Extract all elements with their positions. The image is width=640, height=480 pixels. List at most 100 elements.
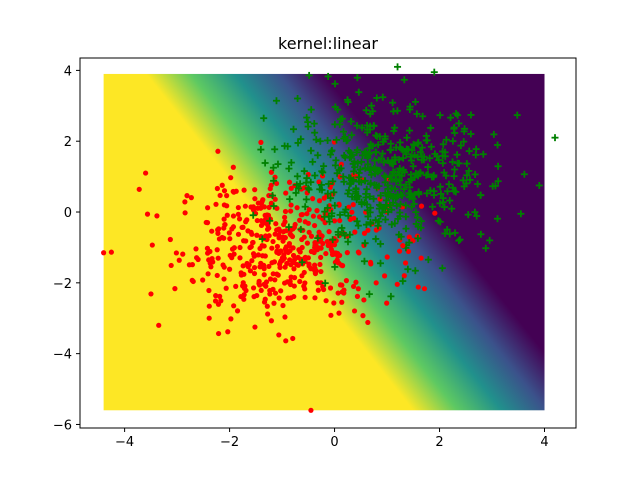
green-plus-point	[419, 112, 427, 120]
green-plus-point	[399, 277, 407, 285]
green-plus-point	[394, 215, 402, 223]
green-plus-point	[340, 135, 348, 143]
red-point	[421, 286, 428, 292]
red-point	[274, 205, 280, 211]
green-plus-point	[381, 216, 389, 224]
green-plus-point	[465, 147, 473, 155]
green-plus-point	[335, 166, 343, 174]
red-point	[168, 262, 174, 269]
green-plus-point	[391, 153, 399, 161]
green-plus-point	[376, 133, 384, 141]
red-point	[215, 330, 222, 337]
red-point	[316, 229, 322, 235]
green-plus-point	[411, 151, 419, 159]
green-plus-point	[359, 151, 367, 159]
red-point	[311, 222, 318, 229]
red-point	[236, 216, 243, 222]
green-plus-point	[380, 158, 388, 166]
green-plus-point	[332, 136, 340, 144]
green-plus-point	[414, 234, 422, 242]
green-plus-point	[455, 119, 463, 127]
green-plus-point	[381, 178, 389, 186]
green-plus-point	[363, 185, 371, 193]
green-plus-point	[449, 158, 457, 166]
green-plus-point	[389, 160, 397, 168]
red-point	[368, 261, 374, 267]
green-plus-point	[397, 200, 405, 208]
green-plus-point	[471, 170, 479, 178]
red-point	[216, 236, 223, 242]
green-plus-point	[358, 124, 366, 132]
red-point	[308, 407, 314, 413]
green-plus-point	[332, 156, 340, 164]
green-plus-point	[366, 192, 374, 200]
green-plus-point	[320, 162, 328, 170]
red-point	[235, 204, 241, 211]
red-point	[266, 233, 272, 239]
red-point	[355, 286, 361, 292]
red-point	[287, 231, 293, 237]
red-point	[331, 218, 338, 224]
red-point	[318, 254, 324, 260]
green-plus-point	[348, 131, 356, 139]
green-plus-point	[331, 263, 339, 271]
green-plus-point	[331, 80, 339, 88]
green-plus-point	[339, 128, 347, 136]
green-plus-point	[381, 135, 389, 143]
green-plus-point	[415, 190, 423, 198]
green-plus-point	[375, 218, 383, 226]
green-plus-point	[309, 158, 317, 166]
green-plus-point	[269, 164, 277, 172]
red-point	[231, 251, 237, 257]
green-plus-point	[372, 131, 380, 139]
green-plus-point	[399, 166, 407, 174]
green-plus-point	[404, 265, 412, 273]
x-tick-label: 2	[435, 435, 443, 450]
green-plus-point	[353, 122, 361, 130]
red-point	[288, 274, 294, 280]
red-point	[235, 211, 241, 217]
green-plus-point	[442, 172, 450, 180]
red-point	[237, 255, 243, 261]
red-point	[249, 258, 255, 264]
y-axis: −6 −4 −2 0 2 4	[53, 64, 80, 433]
green-plus-point	[453, 151, 461, 159]
green-plus-point	[290, 125, 298, 133]
green-plus-point	[411, 98, 419, 106]
green-plus-point	[295, 185, 303, 193]
red-point	[327, 285, 334, 291]
red-point	[276, 295, 282, 301]
red-point	[273, 221, 279, 227]
green-plus-point	[360, 257, 368, 265]
red-point	[223, 285, 229, 291]
green-plus-point	[331, 120, 339, 128]
red-point	[154, 213, 160, 219]
red-point	[230, 213, 237, 219]
green-plus-point	[439, 159, 447, 167]
red-point	[339, 299, 345, 305]
green-plus-point	[411, 267, 419, 275]
red-point	[261, 272, 267, 278]
green-plus-point	[396, 209, 404, 217]
red-point	[317, 261, 323, 268]
red-point	[361, 297, 367, 303]
green-plus-point	[456, 236, 464, 244]
red-point	[221, 188, 228, 194]
green-plus-point	[314, 151, 322, 159]
red-point	[381, 273, 388, 279]
red-point	[401, 273, 407, 279]
green-plus-point	[517, 210, 525, 218]
green-plus-point	[389, 199, 397, 207]
green-plus-point	[438, 264, 446, 272]
green-plus-point	[404, 145, 412, 153]
red-point	[260, 197, 266, 203]
red-point	[405, 248, 412, 255]
green-plus-point	[375, 205, 383, 213]
green-plus-point	[463, 160, 471, 168]
red-point	[206, 315, 212, 321]
red-point	[224, 193, 230, 199]
red-point	[251, 264, 258, 271]
red-point	[306, 263, 312, 269]
green-plus-point	[457, 142, 465, 150]
green-plus-point	[344, 96, 352, 104]
